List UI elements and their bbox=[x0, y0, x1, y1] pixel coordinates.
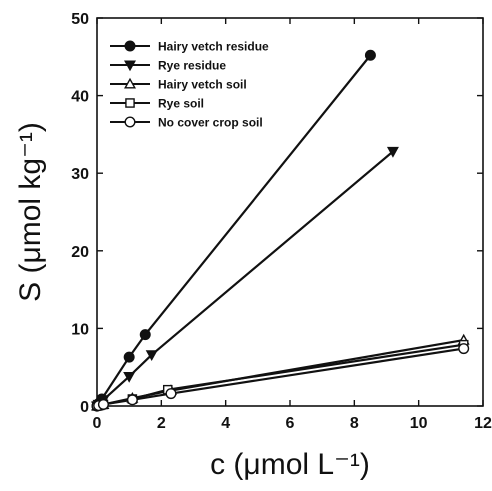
data-point-series-0 bbox=[139, 329, 151, 341]
x-tick-label: 8 bbox=[350, 415, 359, 432]
data-point-series-4 bbox=[165, 388, 177, 400]
data-point-series-4 bbox=[458, 343, 470, 355]
x-axis-label: c (μmol L⁻¹) bbox=[210, 448, 370, 481]
x-tick-label: 12 bbox=[474, 415, 492, 432]
legend-marker bbox=[124, 77, 136, 89]
legend-marker bbox=[124, 40, 136, 52]
series-markers bbox=[91, 49, 470, 413]
data-point-series-1 bbox=[145, 350, 158, 362]
y-axis-label: S (μmol kg⁻¹) bbox=[14, 122, 47, 302]
y-tick-label: 40 bbox=[71, 89, 89, 106]
legend-entry: No cover crop soil bbox=[158, 116, 263, 130]
legend-entry: Rye soil bbox=[158, 97, 204, 111]
data-point-series-1 bbox=[386, 146, 399, 158]
y-tick-label: 30 bbox=[71, 166, 89, 183]
data-point-series-1 bbox=[123, 371, 136, 383]
data-point-series-0 bbox=[364, 49, 376, 61]
axis-ticks: 0 2 4 6 8 10 12 0 10 20 30 40 50 bbox=[71, 11, 492, 432]
x-tick-label: 0 bbox=[93, 415, 102, 432]
legend-marker bbox=[124, 60, 136, 72]
legend: Hairy vetch residue Rye residue Hairy vetc… bbox=[110, 40, 269, 130]
y-tick-label: 50 bbox=[71, 11, 89, 28]
x-tick-label: 2 bbox=[157, 415, 166, 432]
series-line-1 bbox=[96, 150, 394, 407]
legend-marker bbox=[125, 98, 135, 108]
data-point-series-0 bbox=[123, 351, 135, 363]
legend-marker bbox=[124, 116, 136, 128]
y-tick-label: 20 bbox=[71, 244, 89, 261]
x-tick-label: 10 bbox=[410, 415, 428, 432]
x-tick-label: 4 bbox=[221, 415, 230, 432]
legend-entry: Hairy vetch residue bbox=[158, 40, 269, 54]
series-line-0 bbox=[96, 54, 372, 407]
legend-entry: Rye residue bbox=[158, 59, 226, 73]
legend-entry: Hairy vetch soil bbox=[158, 78, 247, 92]
y-tick-label: 0 bbox=[80, 399, 89, 416]
y-tick-label: 10 bbox=[71, 321, 89, 338]
data-point-series-4 bbox=[126, 394, 138, 406]
data-point-series-4 bbox=[97, 398, 109, 410]
x-tick-label: 6 bbox=[286, 415, 295, 432]
